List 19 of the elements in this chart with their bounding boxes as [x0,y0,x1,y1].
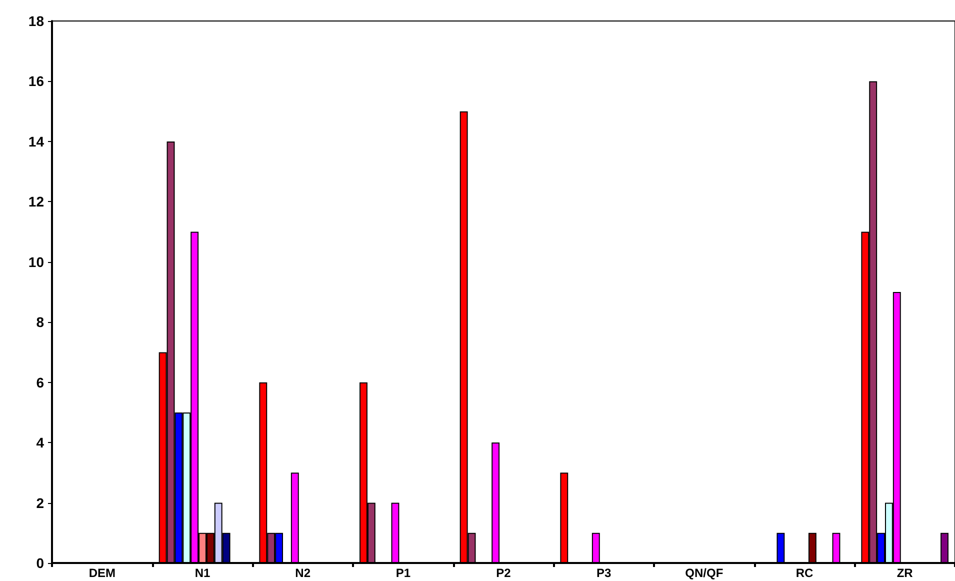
x-tick-label: P1 [396,566,411,580]
y-tick-label: 2 [36,494,44,511]
x-tick-label: N1 [194,566,210,580]
y-tick-label: 0 [36,555,44,571]
y-tick-label: 12 [28,194,44,210]
x-tick-label: P3 [596,566,612,580]
x-tick-label: ZR [896,566,914,580]
y-tick-label: 4 [36,434,44,451]
x-tick-label: P2 [496,566,512,580]
x-tick-label: N2 [295,566,311,580]
x-tick-label: QN/QF [685,566,724,580]
y-tick-label: 10 [28,254,44,270]
y-tick-label: 6 [36,374,44,390]
x-tick-label: RC [796,566,814,580]
y-tick-label: 8 [36,314,44,330]
y-tick-label: 18 [28,13,44,29]
y-tick-label: 14 [28,133,44,150]
y-tick-label: 16 [28,73,44,90]
x-tick-label: DEM [88,566,116,580]
